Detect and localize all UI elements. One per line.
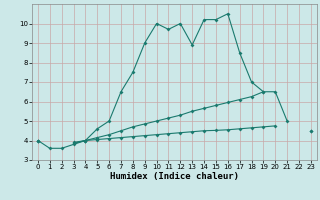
X-axis label: Humidex (Indice chaleur): Humidex (Indice chaleur) xyxy=(110,172,239,181)
